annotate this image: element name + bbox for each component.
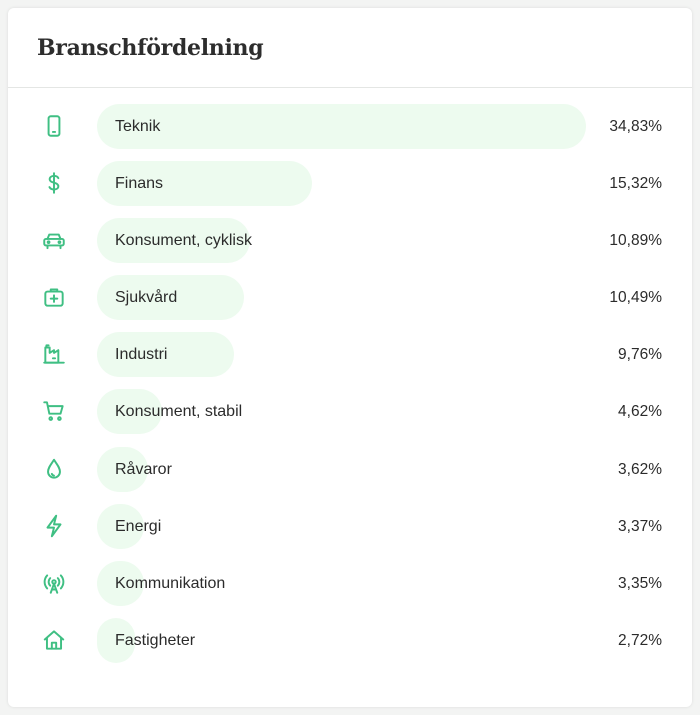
sector-bar	[97, 275, 245, 321]
card-header: Branschfördelning	[8, 8, 692, 88]
sector-label: Fastigheter	[115, 631, 196, 649]
sector-bar-track	[97, 161, 647, 207]
smartphone-icon	[40, 112, 68, 140]
sector-bar-track	[97, 503, 647, 549]
sector-bar-track	[97, 218, 647, 264]
sector-value: 34,83%	[609, 118, 662, 135]
sector-label: Konsument, stabil	[115, 403, 243, 421]
sector-value: 3,37%	[618, 517, 662, 535]
sector-row: Teknik 34,83%	[8, 104, 692, 161]
house-icon	[40, 626, 68, 654]
sector-label: Råvaror	[115, 460, 172, 478]
sector-bar-track	[97, 332, 647, 378]
sector-value: 3,62%	[618, 460, 662, 478]
sector-value: 10,49%	[609, 289, 662, 307]
sector-value: 10,89%	[609, 232, 662, 250]
sector-bar	[97, 503, 145, 549]
sector-bar-track	[97, 446, 647, 492]
sector-row: Fastigheter 2,72%	[8, 617, 692, 675]
card-title: Branschfördelning	[37, 34, 264, 61]
sector-label: Industri	[115, 346, 168, 364]
broadcast-icon	[40, 569, 68, 597]
dollar-icon	[40, 169, 68, 197]
sector-value: 2,72%	[618, 631, 662, 649]
sector-label: Sjukvård	[115, 289, 178, 307]
sector-label: Finans	[115, 175, 164, 193]
sector-row: Finans 15,32%	[8, 161, 692, 218]
sector-bar	[97, 560, 145, 606]
sector-bar-track	[97, 275, 647, 321]
sector-bar-track	[97, 617, 647, 663]
sector-label: Teknik	[115, 118, 161, 135]
sector-distribution-card: Branschfördelning Teknik 34,83% Finans 1…	[8, 8, 692, 707]
sector-value: 3,35%	[618, 574, 662, 592]
sector-row: Råvaror 3,62%	[8, 446, 692, 504]
sector-bar	[97, 332, 235, 378]
sector-value: 15,32%	[609, 175, 662, 193]
sector-bar	[97, 389, 162, 435]
sector-row: Konsument, stabil 4,62%	[8, 389, 692, 446]
droplet-icon	[40, 455, 68, 483]
sector-bar	[97, 161, 313, 207]
sector-row: Konsument, cyklisk 10,89%	[8, 218, 692, 275]
sector-bar-track	[97, 560, 647, 606]
factory-icon	[40, 340, 68, 368]
sector-row: Energi 3,37%	[8, 503, 692, 561]
medical-kit-icon	[40, 283, 68, 311]
sector-value: 9,76%	[618, 346, 662, 364]
sector-row: Kommunikation 3,35%	[8, 560, 692, 618]
sector-bar	[97, 104, 586, 149]
sector-bar	[97, 446, 148, 492]
sector-bar-track	[97, 389, 647, 435]
shopping-cart-icon	[40, 397, 68, 425]
sector-label: Kommunikation	[115, 574, 226, 592]
sector-value: 4,62%	[618, 403, 662, 421]
sector-row: Industri 9,76%	[8, 332, 692, 389]
sector-list: Teknik 34,83% Finans 15,32% Konsument, c…	[8, 104, 692, 675]
sector-row: Sjukvård 10,49%	[8, 275, 692, 332]
sector-bar-track	[97, 104, 647, 149]
sector-label: Konsument, cyklisk	[115, 232, 252, 250]
car-icon	[40, 226, 68, 254]
sector-bar	[97, 617, 136, 663]
lightning-icon	[40, 512, 68, 540]
sector-bar	[97, 218, 250, 264]
sector-label: Energi	[115, 517, 162, 535]
